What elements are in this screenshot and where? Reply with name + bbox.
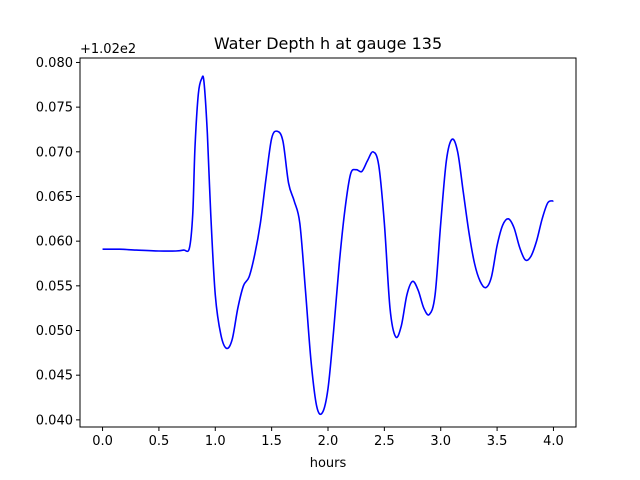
x-tick-label: 1.0 bbox=[205, 434, 226, 449]
y-tick-label: 0.040 bbox=[36, 413, 73, 428]
y-axis-offset-label: +1.02e2 bbox=[80, 42, 136, 57]
x-axis-ticks: 0.0 0.5 1.0 1.5 2.0 2.5 3.0 3.5 4.0 bbox=[92, 427, 564, 449]
y-tick-label: 0.080 bbox=[36, 56, 73, 71]
x-tick-label: 3.5 bbox=[487, 434, 508, 449]
x-tick-label: 0.5 bbox=[149, 434, 170, 449]
y-axis-ticks: 0.040 0.045 0.050 0.055 0.060 0.065 0.070 0.075… bbox=[36, 56, 80, 428]
x-axis-label: hours bbox=[310, 456, 347, 471]
x-tick-label: 2.0 bbox=[318, 434, 339, 449]
chart-title: Water Depth h at gauge 135 bbox=[214, 34, 442, 53]
x-tick-label: 3.0 bbox=[430, 434, 451, 449]
y-tick-label: 0.070 bbox=[36, 145, 73, 160]
y-tick-label: 0.065 bbox=[36, 190, 73, 205]
plot-area bbox=[102, 75, 554, 416]
x-tick-label: 2.5 bbox=[374, 434, 395, 449]
series-line bbox=[102, 75, 554, 416]
x-tick-label: 0.0 bbox=[92, 434, 113, 449]
y-tick-label: 0.045 bbox=[36, 369, 73, 384]
y-tick-label: 0.050 bbox=[36, 324, 73, 339]
y-tick-label: 0.075 bbox=[36, 101, 73, 116]
y-tick-label: 0.060 bbox=[36, 235, 73, 250]
x-tick-label: 4.0 bbox=[543, 434, 564, 449]
axes-frame bbox=[79, 57, 577, 428]
y-tick-label: 0.055 bbox=[36, 279, 73, 294]
x-tick-label: 1.5 bbox=[261, 434, 282, 449]
